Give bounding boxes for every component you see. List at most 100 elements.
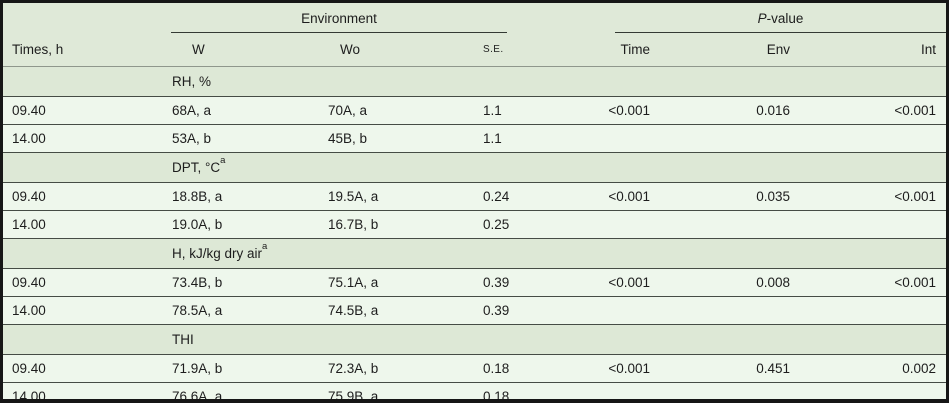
pvalue-spanner-label-italic: P	[757, 10, 767, 26]
group-label-cell: THI	[165, 324, 946, 355]
col-header-w: W	[165, 33, 320, 67]
cell-se: 0.39	[450, 296, 561, 325]
cell-p-int	[800, 296, 946, 325]
environment-spanner-label: Environment	[301, 10, 377, 26]
cell-p-time	[560, 210, 661, 239]
cell-se: 0.39	[450, 268, 561, 297]
cell-time: 14.00	[3, 210, 165, 239]
group-label: DPT, °C	[172, 160, 221, 175]
group-label-sup: a	[220, 154, 226, 166]
cell-w: 18.8B, a	[165, 182, 320, 211]
cell-w: 71.9A, b	[165, 354, 320, 383]
column-header-row: Times, h W Wo S.E. Time Env Int	[3, 33, 946, 67]
group-label: RH, %	[172, 74, 212, 89]
cell-wo: 45B, b	[320, 124, 450, 153]
cell-p-int	[800, 382, 946, 399]
group-label-sup: a	[262, 240, 268, 252]
cell-w: 78.5A, a	[165, 296, 320, 325]
cell-p-time	[560, 124, 661, 153]
col-header-se: S.E.	[450, 33, 561, 67]
cell-time: 09.40	[3, 354, 165, 383]
cell-w: 53A, b	[165, 124, 320, 153]
cell-p-env	[660, 124, 801, 153]
environment-spanner-cell: Environment	[165, 3, 561, 33]
cell-time: 14.00	[3, 382, 165, 399]
cell-wo: 72.3A, b	[320, 354, 450, 383]
cell-p-int: 0.002	[800, 354, 946, 383]
table-row: 14.00 76.6A, a 75.9B, a 0.18	[3, 382, 946, 399]
col-header-times: Times, h	[3, 33, 165, 67]
cell-p-time: <0.001	[560, 268, 661, 297]
cell-se: 0.24	[450, 182, 561, 211]
cell-p-env: 0.451	[660, 354, 801, 383]
group-label: H, kJ/kg dry air	[172, 246, 263, 261]
cell-p-env	[660, 382, 801, 399]
cell-wo: 74.5B, a	[320, 296, 450, 325]
cell-w: 68A, a	[165, 96, 320, 125]
cell-wo: 19.5A, a	[320, 182, 450, 211]
cell-p-int	[800, 210, 946, 239]
cell-w: 19.0A, b	[165, 210, 320, 239]
pvalue-spanner: P -value	[615, 4, 946, 33]
cell-p-env: 0.035	[660, 182, 801, 211]
cell-time: 14.00	[3, 124, 165, 153]
cell-p-int	[800, 124, 946, 153]
cell-wo: 70A, a	[320, 96, 450, 125]
col-header-time: Time	[560, 33, 661, 67]
cell-w: 73.4B, b	[165, 268, 320, 297]
cell-se: 1.1	[450, 124, 561, 153]
col-header-env: Env	[660, 33, 801, 67]
group-row-dpt: DPT, °Ca	[3, 152, 946, 183]
group-label-cell: H, kJ/kg dry aira	[165, 238, 946, 269]
cell-p-time	[560, 296, 661, 325]
spanner-spacer	[3, 3, 165, 33]
table-row: 09.40 68A, a 70A, a 1.1 <0.001 0.016 <0.…	[3, 96, 946, 125]
cell-p-int: <0.001	[800, 96, 946, 125]
pvalue-spanner-label-rest: -value	[766, 10, 804, 26]
cell-time: 09.40	[3, 96, 165, 125]
cell-p-env	[660, 210, 801, 239]
cell-p-time	[560, 382, 661, 399]
pvalue-spanner-cell: P -value	[560, 3, 946, 33]
environment-pvalue-table: Environment P -value Times, h W Wo S.E. T…	[3, 3, 946, 399]
table-row: 09.40 71.9A, b 72.3A, b 0.18 <0.001 0.45…	[3, 354, 946, 383]
cell-p-int: <0.001	[800, 268, 946, 297]
group-spacer	[3, 66, 165, 97]
col-header-wo: Wo	[320, 33, 450, 67]
cell-time: 09.40	[3, 182, 165, 211]
cell-wo: 75.9B, a	[320, 382, 450, 399]
group-spacer	[3, 324, 165, 355]
cell-time: 09.40	[3, 268, 165, 297]
cell-se: 1.1	[450, 96, 561, 125]
cell-p-time: <0.001	[560, 354, 661, 383]
cell-wo: 75.1A, a	[320, 268, 450, 297]
group-row-h: H, kJ/kg dry aira	[3, 238, 946, 269]
cell-time: 14.00	[3, 296, 165, 325]
environment-spanner: Environment	[171, 4, 508, 33]
cell-wo: 16.7B, b	[320, 210, 450, 239]
group-row-thi: THI	[3, 324, 946, 355]
spanner-header-row: Environment P -value	[3, 3, 946, 33]
group-spacer	[3, 152, 165, 183]
group-row-rh: RH, %	[3, 66, 946, 97]
cell-se: 0.25	[450, 210, 561, 239]
group-label: THI	[172, 332, 194, 347]
cell-p-env	[660, 296, 801, 325]
cell-p-time: <0.001	[560, 182, 661, 211]
cell-se: 0.18	[450, 354, 561, 383]
cell-p-env: 0.008	[660, 268, 801, 297]
table-row: 09.40 18.8B, a 19.5A, a 0.24 <0.001 0.03…	[3, 182, 946, 211]
table-row: 14.00 19.0A, b 16.7B, b 0.25	[3, 210, 946, 239]
cell-w: 76.6A, a	[165, 382, 320, 399]
cell-p-env: 0.016	[660, 96, 801, 125]
table-row: 14.00 53A, b 45B, b 1.1	[3, 124, 946, 153]
group-spacer	[3, 238, 165, 269]
group-label-cell: RH, %	[165, 66, 946, 97]
cell-p-time: <0.001	[560, 96, 661, 125]
cell-se: 0.18	[450, 382, 561, 399]
col-header-int: Int	[800, 33, 946, 67]
table-row: 09.40 73.4B, b 75.1A, a 0.39 <0.001 0.00…	[3, 268, 946, 297]
table-row: 14.00 78.5A, a 74.5B, a 0.39	[3, 296, 946, 325]
cell-p-int: <0.001	[800, 182, 946, 211]
